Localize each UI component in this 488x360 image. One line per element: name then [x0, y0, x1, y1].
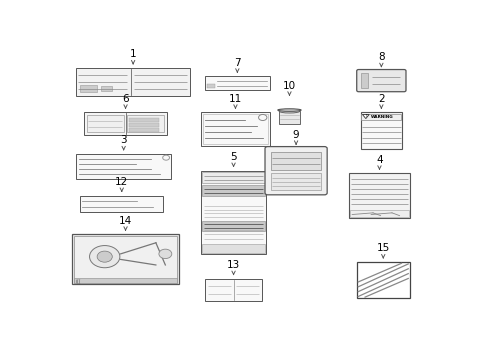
Polygon shape: [362, 114, 368, 118]
Circle shape: [97, 251, 112, 262]
Bar: [129, 123, 158, 127]
Text: 7: 7: [234, 58, 240, 68]
Bar: [87, 115, 123, 132]
Bar: [74, 278, 177, 283]
Bar: [202, 221, 264, 231]
Bar: [202, 244, 264, 253]
Text: 4: 4: [375, 154, 382, 165]
Bar: [201, 112, 269, 146]
Bar: [202, 185, 264, 196]
Bar: [76, 68, 189, 96]
Bar: [270, 173, 321, 190]
Bar: [129, 128, 158, 132]
Bar: [205, 76, 269, 90]
Ellipse shape: [277, 109, 301, 111]
Text: 14: 14: [119, 216, 132, 226]
Bar: [356, 262, 409, 298]
Bar: [349, 210, 408, 217]
Bar: [348, 174, 409, 218]
Text: 9: 9: [292, 130, 299, 140]
Bar: [279, 111, 299, 123]
Text: !: !: [364, 114, 366, 118]
Ellipse shape: [279, 109, 299, 113]
Bar: [203, 114, 267, 144]
Text: 6: 6: [122, 94, 129, 104]
Text: 8: 8: [377, 52, 384, 62]
Bar: [74, 235, 177, 283]
Bar: [80, 195, 163, 212]
Circle shape: [159, 249, 171, 258]
Bar: [202, 172, 264, 184]
Text: 10: 10: [283, 81, 295, 91]
Bar: [360, 73, 368, 89]
Bar: [80, 85, 97, 92]
Text: (((: (((: [75, 279, 81, 284]
Bar: [129, 118, 158, 122]
Text: 2: 2: [377, 94, 384, 104]
FancyBboxPatch shape: [264, 147, 326, 195]
Bar: [84, 112, 167, 135]
Bar: [201, 171, 265, 254]
Text: 12: 12: [115, 177, 128, 187]
Text: 1: 1: [129, 49, 136, 59]
Bar: [206, 84, 215, 88]
Text: 11: 11: [228, 94, 242, 104]
Circle shape: [89, 246, 120, 268]
Bar: [127, 115, 164, 132]
Bar: [360, 112, 401, 149]
Text: 5: 5: [230, 152, 236, 162]
Bar: [76, 154, 171, 179]
Bar: [72, 234, 178, 284]
Bar: [101, 86, 112, 91]
Text: WARNING: WARNING: [370, 115, 392, 119]
Bar: [205, 279, 262, 301]
Bar: [270, 152, 321, 170]
Bar: [361, 114, 401, 120]
Text: 15: 15: [376, 243, 389, 253]
FancyBboxPatch shape: [356, 69, 405, 92]
Text: 13: 13: [226, 260, 240, 270]
Text: 3: 3: [120, 135, 127, 145]
